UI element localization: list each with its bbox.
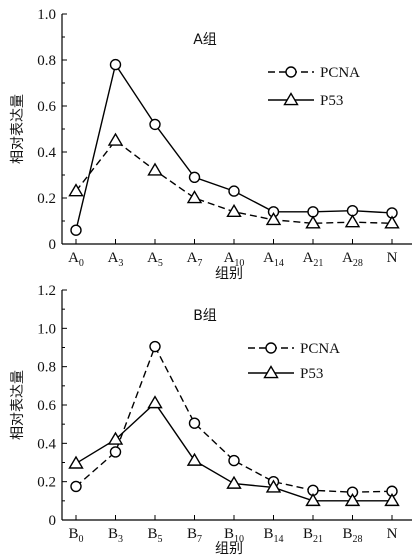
y-tick-label: 1.2: [37, 283, 56, 299]
data-point-p53: [147, 162, 163, 176]
data-point-p53: [305, 492, 321, 507]
y-tick-label: 1.0: [37, 321, 56, 337]
legend-marker-p53: [283, 92, 299, 106]
x-tick-label: A14: [263, 250, 284, 269]
y-tick-label: 0: [49, 237, 57, 253]
data-point-pcna: [149, 340, 161, 353]
x-tick-label: B7: [187, 526, 202, 545]
legend-marker-pcna: [265, 342, 277, 354]
y-axis-label: 相对表达量: [10, 370, 26, 440]
y-tick-label: 0.6: [37, 99, 56, 115]
data-point-p53: [344, 214, 361, 228]
data-point-p53: [186, 452, 203, 466]
x-tick-label: A5: [147, 250, 163, 269]
chart-title: B组: [193, 308, 217, 324]
x-tick-label: B5: [147, 526, 162, 545]
data-point-pcna: [70, 480, 82, 493]
x-axis-label: 组别: [215, 266, 243, 282]
y-tick-label: 0.8: [37, 360, 56, 376]
x-tick-label: N: [387, 250, 398, 266]
data-point-pcna: [346, 204, 359, 217]
x-tick-label: A28: [342, 250, 363, 269]
y-tick-label: 0.8: [37, 53, 56, 69]
chart-a-group: 0 0.2 0.4 0.6 0.8 1.0 A0 A3 A5 A7 A10 A14 A21 A28 N PCN…: [10, 7, 412, 282]
x-tick-label: A10: [224, 250, 245, 269]
data-point-p53: [226, 203, 242, 218]
y-tick-label: 0.2: [37, 475, 56, 491]
data-point-p53: [344, 492, 361, 507]
x-tick-label: B10: [224, 526, 244, 545]
data-point-p53: [226, 475, 242, 489]
data-point-p53: [265, 479, 282, 493]
data-point-p53: [265, 211, 282, 226]
x-axis-label: 组别: [215, 541, 243, 557]
data-point-pcna: [109, 446, 122, 458]
data-point-p53: [147, 395, 163, 409]
x-tick-label: B3: [108, 526, 123, 545]
y-tick-label: 0.4: [37, 436, 56, 452]
legend-marker-pcna: [285, 66, 297, 78]
data-point-pcna: [109, 58, 122, 71]
y-tick-label: 0: [49, 513, 57, 529]
x-tick-label: N: [387, 526, 398, 542]
data-point-p53: [68, 183, 84, 197]
x-tick-label: A21: [303, 250, 324, 269]
data-point-p53: [107, 132, 124, 146]
legend-label-p53: P53: [300, 366, 323, 382]
data-point-p53: [186, 190, 203, 204]
data-point-p53: [305, 215, 321, 229]
x-tick-label: B21: [303, 526, 323, 545]
x-tick-label: B14: [263, 526, 283, 545]
data-point-p53: [384, 215, 400, 229]
legend-label-pcna: PCNA: [300, 341, 340, 357]
series-line-pcna: [75, 344, 393, 493]
data-point-p53: [384, 492, 400, 507]
data-point-pcna: [228, 185, 240, 197]
chart-title: A组: [193, 32, 217, 48]
x-tick-label: B28: [342, 526, 362, 545]
data-point-pcna: [188, 417, 201, 429]
y-tick-label: 0.4: [37, 145, 56, 161]
x-tick-label: A3: [108, 250, 124, 269]
data-point-pcna: [307, 206, 319, 218]
y-axis-label: 相对表达量: [10, 94, 26, 164]
data-point-pcna: [70, 224, 82, 236]
legend-label-p53: P53: [320, 93, 343, 109]
x-tick-label: A7: [187, 250, 203, 269]
legend-marker-p53: [263, 365, 279, 379]
data-point-pcna: [149, 118, 161, 131]
data-point-p53: [68, 455, 84, 469]
x-tick-label: A0: [68, 250, 84, 269]
y-tick-label: 0.6: [37, 398, 56, 414]
y-tick-label: 1.0: [37, 7, 56, 23]
x-tick-label: B0: [68, 526, 83, 545]
legend-label-pcna: PCNA: [320, 65, 360, 81]
data-point-p53: [107, 431, 124, 445]
data-point-pcna: [188, 171, 201, 184]
chart-b-group: 0 0.2 0.4 0.6 0.8 1.0 1.2 B0 B3 B5 B7 B10 B14 B21 B28 N…: [10, 283, 412, 557]
y-tick-label: 0.2: [37, 191, 56, 207]
data-point-pcna: [228, 454, 240, 467]
